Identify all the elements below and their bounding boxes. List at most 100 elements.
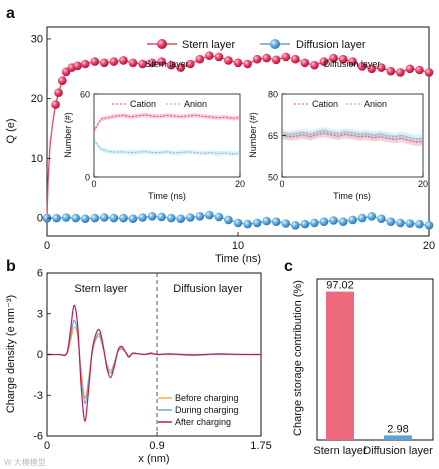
data-point-diffusion (128, 214, 138, 223)
inset-stern-line-anion (93, 139, 241, 155)
data-point-diffusion (319, 217, 329, 226)
inset-stern-x-tick-label: 20 (235, 179, 245, 189)
inset-stern-title: Stern layer (145, 59, 189, 69)
data-point-stern (233, 58, 243, 68)
data-point-stern (377, 63, 386, 72)
data-point-stern (51, 100, 60, 109)
inset-diffusion-chart: Diffusion layer 0 20 50 65 80 Time (ns) Numb… (248, 59, 428, 201)
panel-c-bar-1 (384, 435, 412, 440)
inset-diffusion-legend-cation: Cation (312, 99, 338, 109)
data-point-stern (214, 52, 224, 62)
data-point-stern (386, 66, 396, 76)
inset-stern-y-axis-label: Number (#) (63, 112, 73, 158)
panel-b-y-tick-label: -6 (33, 431, 43, 443)
inset-stern-series (93, 112, 241, 156)
data-point-diffusion (424, 221, 434, 230)
inset-diffusion-band-anion (282, 127, 423, 143)
data-point-diffusion (357, 213, 367, 223)
panel-a-y-tick-label: 10 (31, 153, 43, 165)
data-point-stern (224, 56, 233, 65)
watermark: W 大模模型 (4, 457, 46, 467)
panel-b-series (46, 304, 262, 422)
data-point-stern (252, 54, 262, 64)
inset-diffusion-y-axis-label: Number (#) (248, 112, 258, 158)
data-point-stern (176, 63, 185, 72)
data-point-stern (243, 59, 252, 69)
inset-diffusion-legend-anion: Anion (364, 99, 387, 109)
panel-b-y-tick-label: 0 (37, 349, 43, 361)
inset-diffusion-x-tick-label: 0 (279, 179, 284, 189)
inset-stern-legend-anion: Anion (184, 99, 207, 109)
data-point-stern (205, 51, 214, 60)
inset-diffusion-legend: Cation Anion (294, 99, 387, 109)
inset-stern-ticks: 0 20 0 60 (80, 90, 245, 190)
panel-b-ticks: 0 0.9 1.75 -6 -3 0 3 6 (33, 268, 271, 453)
panel-b-line-0 (46, 326, 261, 399)
panel-letter-a: a (6, 5, 15, 22)
inset-stern-band-cation (94, 112, 240, 134)
data-point-stern (281, 52, 291, 62)
inset-stern-y-tick-label: 60 (80, 90, 90, 100)
data-point-diffusion (329, 216, 338, 225)
inset-diffusion-title: Diffusion layer (324, 59, 381, 69)
data-point-diffusion (52, 213, 61, 223)
data-point-stern (157, 57, 166, 66)
data-point-diffusion (205, 210, 214, 220)
data-point-diffusion (147, 212, 157, 221)
inset-diffusion-line-anion (281, 130, 424, 140)
data-point-stern (271, 55, 281, 65)
data-point-diffusion (262, 216, 271, 226)
data-point-diffusion (405, 219, 415, 228)
panel-c-bar-0 (326, 291, 354, 440)
inset-stern-x-tick-label: 0 (91, 179, 96, 189)
panel-c-chart: 97.02 Stern layer 2.98 Diffusion layer Char… (292, 278, 434, 457)
data-point-stern (119, 56, 128, 65)
data-point-diffusion (338, 217, 348, 226)
data-point-diffusion (291, 221, 300, 230)
panel-a-y-tick-label: 0 (37, 213, 43, 225)
data-point-stern (80, 59, 90, 69)
panel-c-bars: 97.02 Stern layer 2.98 Diffusion layer (313, 280, 433, 457)
panel-c-category-label: Diffusion layer (363, 445, 433, 457)
data-point-diffusion (119, 213, 128, 223)
data-point-stern (186, 59, 195, 69)
data-point-diffusion (396, 218, 405, 228)
panel-a-x-tick-label: 20 (423, 240, 435, 252)
data-point-diffusion (195, 212, 205, 221)
inset-diffusion-x-axis-label: Time (ns) (333, 191, 371, 201)
inset-stern-x-axis-label: Time (ns) (148, 191, 186, 201)
data-point-stern (109, 57, 119, 66)
inset-diffusion-band-cation (282, 129, 423, 146)
panel-a-legend: Stern layer Diffusion layer (147, 39, 366, 51)
data-point-stern (300, 58, 310, 68)
panel-b-y-tick-label: 3 (37, 308, 43, 320)
legend-before-label: Before charging (175, 393, 239, 403)
panel-b-line-1 (46, 319, 261, 405)
data-point-stern (396, 68, 405, 77)
panel-c-value-label: 97.02 (326, 280, 354, 292)
inset-stern-legend-cation: Cation (130, 99, 156, 109)
panel-a-y-axis-label: Q (e) (5, 118, 17, 143)
inset-stern-line-cation (93, 114, 241, 132)
data-point-diffusion (300, 219, 310, 229)
legend-after-label: After charging (175, 417, 231, 427)
data-point-stern (348, 57, 357, 66)
data-point-diffusion (224, 215, 233, 225)
panel-c-category-label: Stern layer (313, 445, 367, 457)
data-point-diffusion (233, 218, 243, 228)
data-point-diffusion (176, 214, 185, 223)
panel-b-region-stern: Stern layer (74, 283, 128, 295)
panel-b-y-tick-label: 6 (37, 268, 43, 280)
data-point-diffusion (415, 219, 424, 229)
data-point-stern (128, 58, 138, 68)
data-point-stern (424, 68, 434, 77)
data-point-stern (319, 57, 329, 66)
data-point-diffusion (367, 212, 377, 221)
inset-stern-y-tick-label: 0 (85, 173, 90, 183)
data-point-stern (73, 61, 82, 71)
data-point-diffusion (100, 213, 109, 222)
data-point-diffusion (310, 218, 319, 228)
inset-diffusion-y-tick-label: 65 (268, 131, 278, 141)
data-point-diffusion (281, 219, 291, 228)
legend-stern-marker (157, 39, 167, 49)
